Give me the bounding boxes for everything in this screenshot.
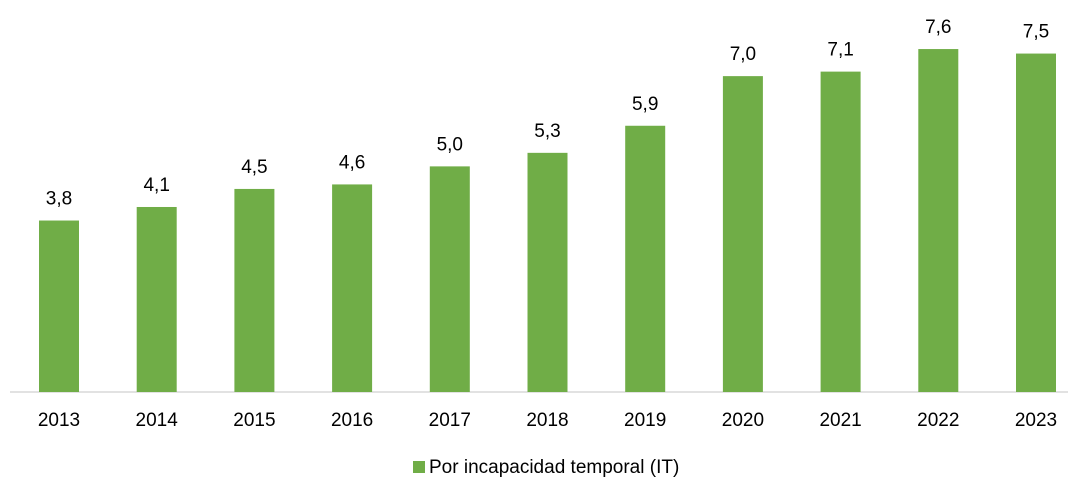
bar <box>1016 53 1056 392</box>
bar <box>722 76 763 392</box>
x-tick-label: 2020 <box>722 410 764 431</box>
data-label: 4,6 <box>339 152 365 173</box>
bar <box>332 184 373 392</box>
data-label: 3,8 <box>46 189 72 210</box>
x-tick-label: 2015 <box>233 410 275 431</box>
data-label: 4,1 <box>143 175 169 196</box>
bar <box>136 206 177 392</box>
bar <box>820 71 861 393</box>
x-tick-label: 2016 <box>331 410 373 431</box>
bar <box>234 188 275 392</box>
legend-label: Por incapacidad temporal (IT) <box>429 457 679 478</box>
data-label: 5,0 <box>437 134 463 155</box>
bar <box>39 220 79 392</box>
data-label: 5,3 <box>534 121 560 142</box>
data-label: 7,5 <box>1023 22 1049 43</box>
bar <box>625 125 666 392</box>
data-label: 4,5 <box>241 157 267 178</box>
bar <box>429 166 470 392</box>
x-tick-label: 2022 <box>917 410 959 431</box>
x-tick-label: 2017 <box>429 410 471 431</box>
data-label: 7,0 <box>730 44 756 65</box>
legend-swatch <box>413 461 425 473</box>
x-tick-label: 2023 <box>1015 410 1057 431</box>
data-label: 5,9 <box>632 94 658 115</box>
x-tick-label: 2019 <box>624 410 666 431</box>
x-tick-label: 2018 <box>526 410 568 431</box>
bar <box>918 49 959 393</box>
data-label: 7,1 <box>827 40 853 61</box>
bar <box>527 152 568 392</box>
data-label: 7,6 <box>925 17 951 38</box>
x-tick-label: 2021 <box>819 410 861 431</box>
x-tick-label: 2013 <box>38 410 80 431</box>
x-tick-label: 2014 <box>136 410 179 431</box>
